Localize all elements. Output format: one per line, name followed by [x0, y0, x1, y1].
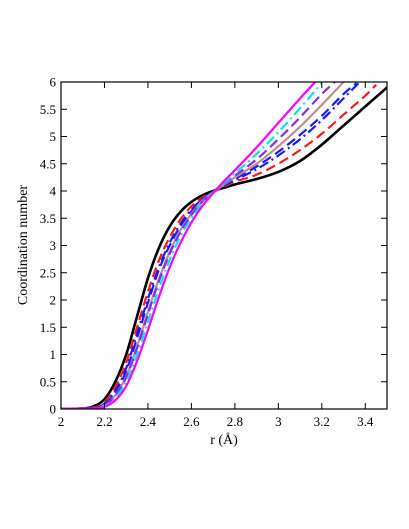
x-tick-label: 3.4: [357, 414, 374, 429]
series-line-1: [61, 86, 387, 409]
y-tick-label: 0.5: [40, 374, 56, 389]
x-tick-label: 2.6: [183, 414, 200, 429]
y-tick-label: 4.5: [40, 156, 56, 171]
y-tick-label: 3.5: [40, 211, 56, 226]
series-line-4: [61, 82, 358, 409]
y-tick-label: 4: [50, 184, 57, 199]
x-tick-label: 3.2: [314, 414, 330, 429]
x-tick-label: 2.2: [96, 414, 112, 429]
series-layer: [61, 82, 387, 409]
series-line-8: [61, 82, 317, 409]
x-tick-label: 3: [275, 414, 282, 429]
x-tick-label: 2.8: [227, 414, 243, 429]
y-tick-label: 5: [50, 129, 57, 144]
y-tick-label: 1: [50, 347, 57, 362]
y-axis-title: Coordination number: [16, 185, 31, 305]
y-tick-label: 1.5: [40, 320, 56, 335]
y-tick-label: 2: [50, 293, 57, 308]
y-tick-label: 2.5: [40, 265, 56, 280]
y-tick-label: 3: [50, 238, 57, 253]
x-tick-label: 2.4: [140, 414, 157, 429]
ticks-layer: 2 2.2 2.4 2.6 2.8 3 3.2 3.4 0 0.5 1 1.5 2 2.5 3 3.5 4 4.5…: [40, 75, 387, 429]
x-tick-label: 2: [58, 414, 65, 429]
y-tick-label: 6: [50, 75, 57, 90]
series-line-7: [61, 82, 323, 409]
series-line-2: [61, 83, 377, 409]
y-tick-label: 0: [50, 402, 57, 417]
series-line-6: [61, 82, 336, 409]
y-tick-label: 5.5: [40, 102, 56, 117]
x-axis-title: r (Å): [210, 432, 238, 448]
